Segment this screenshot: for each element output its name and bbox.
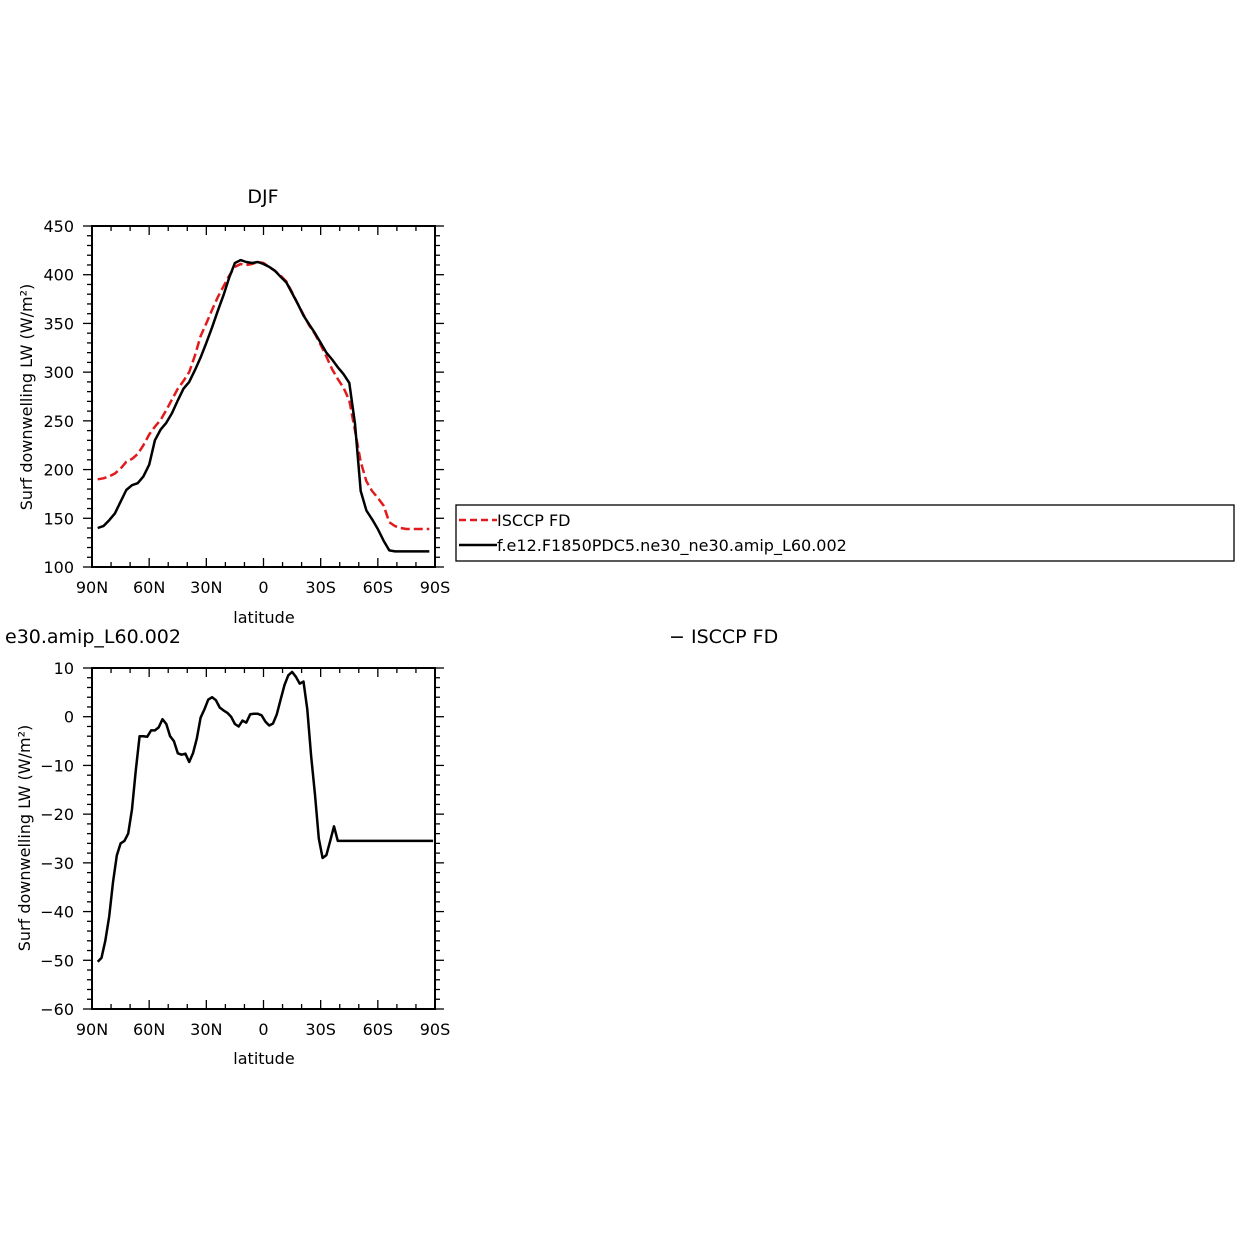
bottom-x-tick-label: 60N [133,1020,165,1039]
top-y-tick-label: 450 [43,217,74,236]
bottom-y-tick-label: −30 [40,854,74,873]
top-y-tick-label: 200 [43,461,74,480]
top-x-tick-label: 0 [258,578,268,597]
top-y-tick-label: 150 [43,509,74,528]
bottom-y-axis-label: Surf downwelling LW (W/m²) [15,725,34,951]
top-x-tick-label: 90S [420,578,451,597]
bottom-legend-text: − ISCCP FD [669,626,778,648]
top-x-tick-label: 30N [190,578,222,597]
top-x-tick-label: 60S [363,578,394,597]
bottom-series-line-0 [96,670,434,963]
top-series-line-1 [97,258,430,553]
bottom-x-tick-label: 60S [363,1020,394,1039]
top-series-line-0 [97,260,430,531]
bottom-y-tick-label: −40 [40,903,74,922]
bottom-y-tick-label: 10 [54,659,74,678]
top-x-tick-label: 30S [305,578,336,597]
top-y-tick-label: 350 [43,314,74,333]
top-y-axis-label: Surf downwelling LW (W/m²) [17,284,36,510]
bottom-x-tick-label: 0 [258,1020,268,1039]
bottom-x-tick-label: 30S [305,1020,336,1039]
bottom-x-tick-label: 90N [76,1020,108,1039]
bottom-y-tick-label: −10 [40,756,74,775]
top-x-axis-label: latitude [233,608,294,627]
top-x-tick-label: 90N [76,578,108,597]
top-chart-title: DJF [247,186,278,208]
top-y-tick-label: 400 [43,266,74,285]
top-x-tick-label: 60N [133,578,165,597]
plot-layer: 90N 60N 30N 0 30S 60S 90S100150200250300350400… [40,217,450,1039]
bottom-y-tick-label: 0 [64,708,74,727]
legend-box [455,504,1235,562]
bottom-x-axis-label: latitude [233,1049,294,1068]
top-y-tick-label: 300 [43,363,74,382]
bottom-y-tick-label: −60 [40,1000,74,1019]
bottom-y-tick-label: −50 [40,951,74,970]
bottom-chart-title: e30.amip_L60.002 [5,626,181,648]
legend-label-isccp: ISCCP FD [497,511,570,530]
legend-label-model: f.e12.F1850PDC5.ne30_ne30.amip_L60.002 [497,536,847,556]
bottom-y-tick-label: −20 [40,805,74,824]
bottom-x-tick-label: 30N [190,1020,222,1039]
top-plot-frame [91,225,436,568]
bottom-x-tick-label: 90S [420,1020,451,1039]
top-y-tick-label: 250 [43,412,74,431]
top-y-tick-label: 100 [43,558,74,577]
